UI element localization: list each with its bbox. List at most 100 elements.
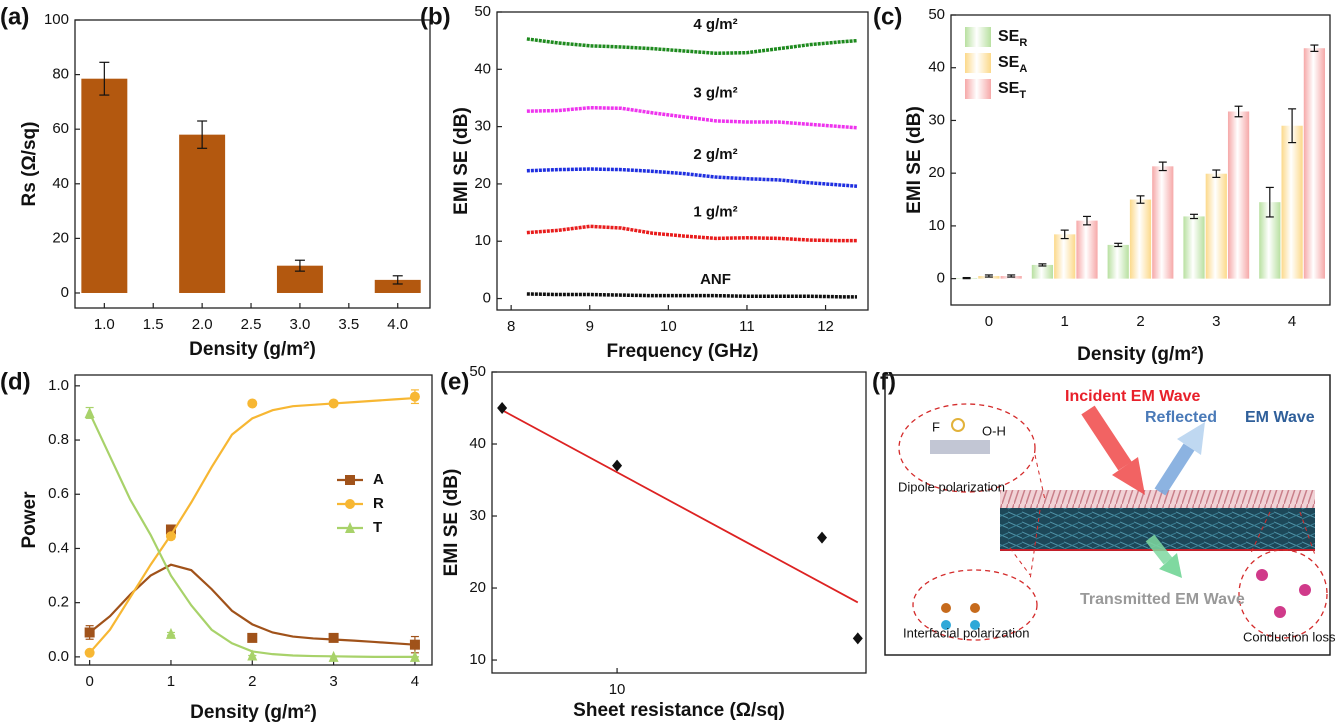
marker xyxy=(497,402,508,415)
transmitted-arrow xyxy=(1145,534,1173,565)
fit-curve xyxy=(88,396,415,654)
bar xyxy=(1259,202,1281,279)
y-tick-label: 0.4 xyxy=(48,539,69,556)
bar xyxy=(1076,220,1098,279)
fit-line xyxy=(501,409,859,604)
panel-label: (a) xyxy=(0,3,29,30)
legend-label: SET xyxy=(998,80,1026,101)
y-tick-label: 0.8 xyxy=(48,431,69,448)
y-axis-title: EMI SE (dB) xyxy=(904,106,925,214)
chart: (a) Rs (Ω/sq) Density (g/m²) 0 20 40 60 80 100 1.… xyxy=(0,3,431,360)
y-tick-label: 30 xyxy=(928,111,945,128)
x-tick-label: 2 xyxy=(248,673,256,690)
bar xyxy=(81,78,128,293)
bar xyxy=(1205,173,1227,279)
panel-label: (f) xyxy=(872,368,896,395)
diagram-frame xyxy=(884,374,1331,656)
y-tick-label: 50 xyxy=(928,6,945,23)
y-tick-label: 50 xyxy=(469,363,486,380)
x-tick-label: 9 xyxy=(586,318,594,335)
electron-icon xyxy=(1274,606,1286,618)
marker xyxy=(84,406,95,418)
incident-label: Incident EM Wave xyxy=(1065,388,1201,405)
x-axis-title: Sheet resistance (Ω/sq) xyxy=(573,700,785,721)
y-tick-label: 30 xyxy=(474,118,491,135)
dipole-callout xyxy=(898,403,1036,493)
marker xyxy=(165,524,176,535)
x-axis-title: Density (g/m²) xyxy=(189,339,316,360)
y-tick-label: 0 xyxy=(937,270,945,287)
x-tick-label: 1 xyxy=(1061,313,1069,330)
y-tick-label: 20 xyxy=(52,229,69,246)
marker xyxy=(247,632,258,643)
marker xyxy=(165,531,176,542)
fit-curve xyxy=(88,563,415,646)
bar xyxy=(374,279,421,293)
conduction-label: Conduction loss xyxy=(1243,629,1336,644)
transmitted-label: Transmitted EM Wave xyxy=(1080,591,1245,608)
atom-label: F xyxy=(932,419,940,434)
marker xyxy=(345,522,355,533)
marker xyxy=(84,627,95,638)
panel-label: (e) xyxy=(440,368,469,395)
transmitted-arrow-head xyxy=(1159,553,1182,578)
y-tick-label: 10 xyxy=(469,651,486,668)
incident-arrow xyxy=(1081,405,1132,471)
y-tick-label: 10 xyxy=(474,232,491,249)
legend-label: R xyxy=(373,495,384,512)
marker xyxy=(852,632,863,645)
bar xyxy=(1152,166,1174,279)
marker xyxy=(328,398,339,409)
legend-swatch xyxy=(965,27,991,47)
panel-label: (b) xyxy=(420,3,451,30)
x-tick-label: 1.0 xyxy=(94,316,115,333)
plot-frame xyxy=(950,14,1331,306)
marker xyxy=(345,475,355,485)
y-tick-label: 0 xyxy=(61,284,69,301)
x-tick-label: 1 xyxy=(167,673,175,690)
y-axis-title: Power xyxy=(19,491,40,549)
legend-swatch xyxy=(965,79,991,99)
y-tick-label: 40 xyxy=(469,435,486,452)
chart: (e) EMI SE (dB) Sheet resistance (Ω/sq) 10 2… xyxy=(440,363,867,721)
chart: (b) EMI SE (dB) Frequency (GHz) 0 10 20 30 40 50… xyxy=(420,3,869,362)
marker xyxy=(817,531,828,544)
marker xyxy=(345,499,355,509)
bar xyxy=(1129,199,1152,279)
em-wave-label: EM Wave xyxy=(1245,409,1315,426)
chart: (d) Power Density (g/m²) 0.0 0.2 0.4 0.6 0.8 1.0… xyxy=(0,368,433,723)
x-tick-label: 2 xyxy=(1136,313,1144,330)
bar xyxy=(1303,48,1325,279)
callout-lines xyxy=(1009,454,1316,581)
y-tick-label: 10 xyxy=(928,217,945,234)
fit-curve xyxy=(88,412,415,658)
charge-icon xyxy=(941,603,951,613)
x-axis-title: Density (g/m²) xyxy=(1077,344,1204,365)
bar xyxy=(1227,111,1250,279)
series-line xyxy=(526,224,857,243)
y-tick-label: 1.0 xyxy=(48,377,69,394)
series-label: 1 g/m² xyxy=(693,203,737,220)
series-line xyxy=(526,37,858,56)
x-tick-label: 4 xyxy=(411,673,419,690)
marker xyxy=(409,391,420,402)
chart: (c) EMI SE (dB) Density (g/m²) 0 10 20 30 40 50 0… xyxy=(873,3,1331,365)
y-tick-label: 40 xyxy=(52,175,69,192)
plot-frame xyxy=(491,371,867,674)
bar xyxy=(1107,244,1129,279)
marker xyxy=(328,632,339,643)
series-line xyxy=(526,167,858,188)
x-axis-title: Frequency (GHz) xyxy=(606,341,758,362)
bar xyxy=(1054,234,1076,279)
marker xyxy=(247,398,258,409)
x-tick-label: 8 xyxy=(507,318,515,335)
series-label: 4 g/m² xyxy=(693,16,737,33)
y-tick-label: 0.6 xyxy=(48,485,69,502)
y-axis-title: EMI SE (dB) xyxy=(441,469,462,577)
bar xyxy=(1183,216,1205,279)
panel-label: (c) xyxy=(873,3,902,30)
marker xyxy=(165,627,176,639)
legend-label: SER xyxy=(998,28,1027,49)
marker xyxy=(612,459,623,472)
y-tick-label: 30 xyxy=(469,507,486,524)
